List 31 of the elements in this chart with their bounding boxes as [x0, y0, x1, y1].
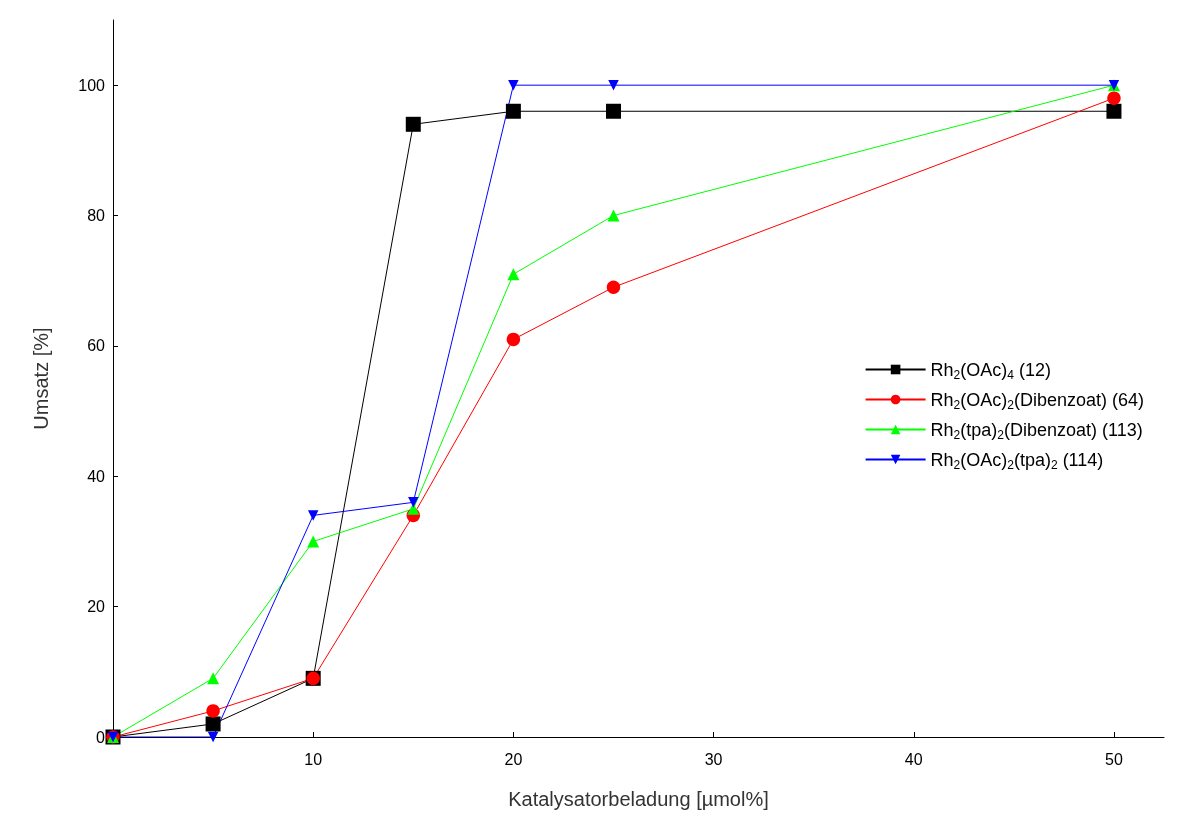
point — [206, 704, 220, 718]
y-tick-label: 0 — [96, 728, 106, 746]
y-tick-label: 100 — [78, 76, 106, 94]
point — [205, 716, 221, 732]
x-tick-label: 20 — [504, 750, 523, 768]
point — [508, 79, 519, 91]
x-axis-title: Katalysatorbeladung [µmol%] — [508, 788, 769, 810]
point — [507, 268, 520, 281]
point — [607, 209, 620, 222]
y-tick-label: 40 — [87, 467, 106, 485]
point — [207, 672, 220, 685]
point — [307, 535, 320, 548]
point — [408, 497, 419, 508]
y-tick-label: 80 — [87, 207, 106, 225]
point — [605, 103, 621, 119]
point — [405, 116, 421, 132]
x-tick-label: 10 — [304, 750, 323, 768]
point — [606, 280, 621, 294]
y-tick-label: 60 — [87, 337, 106, 355]
x-tick-label: 30 — [704, 750, 723, 768]
point — [307, 510, 319, 521]
x-tick-label: 50 — [1105, 750, 1123, 768]
y-tick-label: 20 — [87, 598, 106, 616]
point — [207, 731, 219, 743]
point — [1106, 103, 1122, 119]
point — [505, 103, 521, 119]
point — [506, 332, 521, 347]
y-axis-title: Umsatz [%] — [30, 327, 52, 430]
x-tick-label: 40 — [904, 750, 923, 768]
point — [608, 79, 619, 91]
point — [1107, 91, 1121, 105]
